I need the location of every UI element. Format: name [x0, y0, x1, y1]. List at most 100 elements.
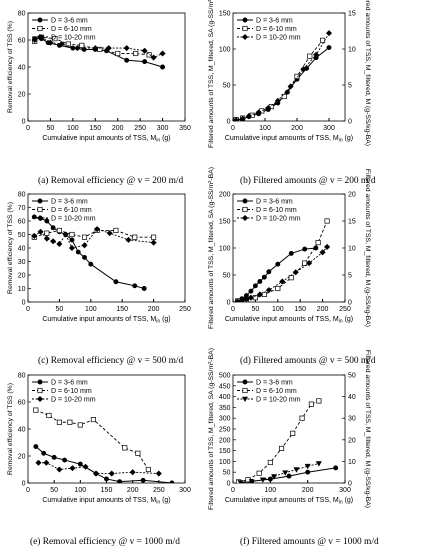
- y2-axis-label: Filtered amounts of TSS, M_filtered, M (…: [364, 350, 371, 508]
- y-axis-label: Filtered amounts of TSS, M_filtered, SA …: [208, 0, 215, 148]
- legend-marker: [242, 206, 248, 213]
- y2-tick-label: 15: [348, 11, 356, 18]
- data-point: [146, 52, 152, 58]
- y-tick-label: 100: [219, 246, 231, 253]
- y-axis-label: Removal efficiency of TSS (%): [7, 21, 14, 113]
- data-point: [287, 83, 294, 90]
- data-point: [46, 412, 52, 419]
- data-point: [233, 117, 240, 121]
- data-point: [275, 285, 281, 292]
- x-tick-label: 50: [56, 306, 64, 313]
- y-tick-label: 80: [18, 192, 26, 199]
- legend-marker: [37, 379, 43, 385]
- legend: D = 3-6 mmD = 6-10 mm D = 10-20 mm: [32, 18, 96, 42]
- y-tick-label: 20: [18, 273, 26, 280]
- chart-panel-e: 0 50 100 150 200 250 300 0 20 40 60 80 Cumulative in…: [7, 373, 191, 506]
- data-point: [140, 477, 146, 483]
- legend-marker: [37, 206, 43, 213]
- data-point: [150, 54, 157, 61]
- data-point: [169, 480, 175, 483]
- legend: D = 3-6 mmD = 6-10 mm D = 10-20 mm: [32, 380, 96, 404]
- data-point: [79, 42, 85, 48]
- x-tick-label: 200: [127, 487, 139, 494]
- data-point: [124, 57, 130, 63]
- data-point: [281, 93, 287, 100]
- data-point: [304, 463, 311, 470]
- x-tick-label: 0: [231, 306, 235, 313]
- data-point: [74, 45, 81, 52]
- data-point: [266, 269, 272, 275]
- caption-a: (a) Removal efficiency @ v = 200 m/d: [38, 175, 184, 186]
- data-point: [320, 37, 326, 43]
- data-point: [261, 274, 267, 280]
- data-point: [90, 417, 96, 423]
- y2-tick-label: 50: [348, 373, 356, 380]
- legend-label: D = 6-10 mm: [51, 26, 92, 33]
- y2-tick-label: 5: [348, 83, 352, 90]
- data-point: [256, 470, 262, 476]
- x-tick-label: 50: [252, 306, 260, 313]
- x-axis-label-unit: (g): [160, 316, 171, 323]
- data-point: [256, 291, 263, 298]
- data-point: [141, 47, 148, 54]
- legend-marker: [242, 387, 248, 394]
- y-tick-label: 30: [18, 259, 26, 266]
- y-tick-label: 200: [219, 192, 231, 199]
- chart-panel-f: 0 100 200 300050100150200250300350400450500…: [208, 348, 371, 510]
- y-axis-label: Filtered amounts of TSS, M_filtered, SA …: [208, 348, 215, 510]
- legend-label: D = 6-10 mm: [51, 388, 92, 395]
- x-tick-label: 0: [231, 125, 235, 132]
- y-tick-label: 40: [18, 246, 26, 253]
- y-tick-label: 60: [18, 400, 26, 407]
- data-point: [81, 234, 88, 240]
- x-axis-label-unit: (g): [343, 316, 354, 323]
- y-tick-label: 250: [219, 427, 231, 434]
- x-tick-label: 100: [272, 306, 284, 313]
- series-line: [34, 36, 150, 56]
- data-point: [265, 105, 272, 112]
- y-tick-label: 80: [18, 373, 26, 380]
- data-point: [56, 240, 63, 247]
- data-point: [69, 237, 75, 243]
- x-axis-label-sub: in: [339, 319, 343, 325]
- x-tick-label: 300: [339, 487, 351, 494]
- x-tick-label: 100: [85, 306, 97, 313]
- legend-marker: [36, 395, 44, 403]
- data-point: [62, 457, 68, 463]
- data-point: [81, 242, 88, 249]
- caption-e: (e) Removal efficiency @ v = 1000 m/d: [30, 536, 180, 547]
- data-point: [315, 461, 322, 467]
- x-axis-label-unit: (g): [343, 497, 354, 504]
- x-tick-label: 300: [179, 487, 191, 494]
- series-3: [233, 30, 333, 121]
- series-3: [31, 226, 157, 252]
- y2-tick-label: 30: [348, 416, 356, 423]
- data-point: [56, 466, 63, 473]
- data-point: [106, 230, 113, 237]
- x-tick-label: 100: [74, 487, 86, 494]
- series-2: [31, 227, 157, 240]
- data-point: [43, 459, 50, 466]
- y2-tick-label: 10: [348, 246, 356, 253]
- data-point: [50, 238, 57, 245]
- data-point: [47, 39, 54, 46]
- y2-tick-label: 15: [348, 219, 356, 226]
- data-point: [104, 476, 109, 482]
- data-point: [145, 466, 151, 473]
- y-tick-label: 10: [18, 286, 26, 293]
- x-axis-label-main: Cumulative input amounts of TSS, M: [42, 135, 156, 142]
- legend-marker: [242, 198, 248, 204]
- y2-axis-label: Filtered amounts of TSS, M_filtered, M (…: [364, 0, 371, 146]
- x-tick-label: 200: [317, 306, 329, 313]
- series-line: [236, 32, 330, 121]
- data-point: [247, 294, 254, 301]
- data-point: [115, 50, 121, 57]
- legend-marker: [242, 25, 248, 32]
- y-tick-label: 200: [219, 437, 231, 444]
- y-tick-label: 400: [219, 394, 231, 401]
- data-point: [292, 269, 299, 276]
- data-point: [293, 467, 300, 473]
- x-tick-label: 200: [148, 306, 160, 313]
- x-axis-label: Cumulative input amounts of TSS, Min (g): [42, 135, 170, 144]
